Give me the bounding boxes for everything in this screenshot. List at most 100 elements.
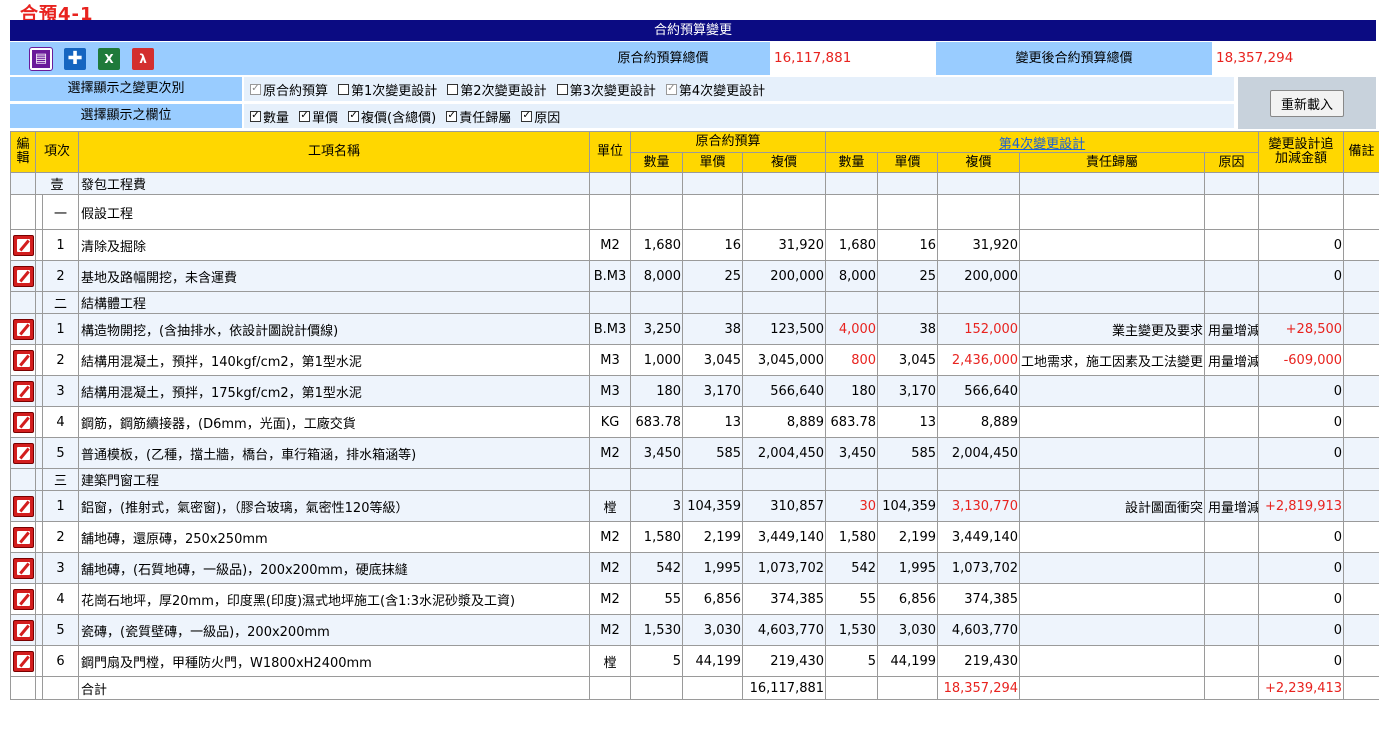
table-row: 2 基地及路幅開挖，未含運費 B.M3 8,000 25 200,000 8,000 25 20…: [10, 260, 1379, 292]
change-price: 2,199: [877, 521, 939, 553]
edit-icon[interactable]: [12, 442, 34, 464]
original-amount: 3,045,000: [742, 344, 827, 376]
responsibility: [1019, 645, 1206, 677]
change-price: 1,995: [877, 552, 939, 584]
item-unit: M2: [589, 552, 632, 584]
change-price: 3,170: [877, 375, 939, 407]
item-name: 鋼門扇及門樘，甲種防火門，W1800xH2400mm: [78, 645, 591, 677]
change-amount: 566,640: [937, 375, 1021, 407]
change-price: 16: [877, 229, 939, 261]
reason: [1204, 260, 1260, 292]
edit-icon[interactable]: [12, 318, 34, 340]
edit-icon[interactable]: [12, 411, 34, 433]
original-qty: 1,680: [630, 229, 684, 261]
item-no: 5: [41, 437, 80, 469]
item-unit: M3: [589, 344, 632, 376]
changed-total-value: 18,357,294: [1212, 42, 1376, 75]
item-unit: M2: [589, 521, 632, 553]
change-qty: 4,000: [825, 313, 879, 345]
versions-row: ✓ 原合約預算 第1次變更設計 第2次變更設計 第3次變更設計 ✓ 第4次變更設計: [244, 77, 1234, 101]
original-amount: 8,889: [742, 406, 827, 438]
item-name: 花崗石地坪，厚20mm，印度黑(印度)濕式地坪施工(含1:3水泥砂漿及工資): [78, 583, 591, 615]
change-amount: 4,603,770: [937, 614, 1021, 646]
reason: [1204, 437, 1260, 469]
reason: [1204, 614, 1260, 646]
column-label: 責任歸屬: [459, 110, 512, 126]
item-no: 2: [41, 260, 80, 292]
change-qty: 3,450: [825, 437, 879, 469]
add-icon[interactable]: ✚: [64, 47, 86, 70]
change-price: 13: [877, 406, 939, 438]
edit-icon[interactable]: [12, 495, 34, 517]
change-qty: 1,680: [825, 229, 879, 261]
original-amount: 123,500: [742, 313, 827, 345]
report-icon[interactable]: ▤: [29, 46, 53, 71]
responsibility: [1019, 521, 1206, 553]
header-change-group-link[interactable]: 第4次變更設計: [825, 131, 1260, 153]
header-name: 工項名稱: [78, 131, 591, 173]
edit-cell: [10, 291, 36, 314]
edit-icon[interactable]: [12, 234, 34, 256]
version-checkbox-3[interactable]: 第3次變更設計: [556, 80, 656, 99]
responsibility: 業主變更及要求: [1019, 313, 1206, 345]
table-row: 3 結構用混凝土，預拌，175kgf/cm2，第1型水泥 M3 180 3,170 566…: [10, 375, 1379, 407]
column-checkbox-amount[interactable]: ✓ 複價(含總價): [348, 107, 436, 126]
original-price: 25: [682, 260, 744, 292]
change-price: 6,856: [877, 583, 939, 615]
edit-cell: [10, 490, 36, 522]
item-name: 結構用混凝土，預拌，140kgf/cm2，第1型水泥: [78, 344, 591, 376]
edit-icon[interactable]: [12, 619, 34, 641]
item-name: 鋼筋，鋼筋續接器，(D6mm，光面)，工廠交貨: [78, 406, 591, 438]
original-price: 2,199: [682, 521, 744, 553]
version-checkbox-1[interactable]: 第1次變更設計: [338, 80, 437, 99]
original-price: 13: [682, 406, 744, 438]
change-amount: 31,920: [937, 229, 1021, 261]
diff-amount: -609,000: [1258, 344, 1345, 376]
edit-cell: [10, 229, 36, 261]
edit-icon[interactable]: [12, 557, 34, 579]
edit-icon[interactable]: [12, 380, 34, 402]
total-changed-amount: 18,357,294: [937, 676, 1021, 700]
reload-button[interactable]: 重新載入: [1269, 89, 1344, 117]
edit-icon[interactable]: [12, 650, 34, 672]
change-price: 3,045: [877, 344, 939, 376]
column-checkbox-responsibility[interactable]: ✓ 責任歸屬: [446, 107, 511, 126]
edit-cell: [10, 614, 36, 646]
original-qty: 8,000: [630, 260, 684, 292]
column-checkbox-qty[interactable]: ✓ 數量: [250, 107, 289, 126]
diff-amount: 0: [1258, 614, 1345, 646]
version-checkbox-4[interactable]: ✓ 第4次變更設計: [665, 80, 765, 99]
change-amount: 3,130,770: [937, 490, 1021, 522]
original-total-value: 16,117,881: [770, 42, 936, 75]
edit-icon[interactable]: [12, 349, 34, 371]
item-unit: M3: [589, 375, 632, 407]
pdf-icon[interactable]: λ: [132, 47, 154, 70]
original-total-label: 原合約預算總價: [556, 42, 770, 75]
reason: [1204, 645, 1260, 677]
item-no: 2: [41, 344, 80, 376]
toolbar-icons: ▤ ✚ X λ: [10, 42, 556, 75]
column-checkbox-reason[interactable]: ✓ 原因: [521, 107, 560, 126]
edit-cell: [10, 313, 36, 345]
category-no: 壹: [34, 172, 80, 195]
edit-icon[interactable]: [12, 588, 34, 610]
subcategory-row: 三建築門窗工程: [10, 468, 1379, 491]
responsibility: [1019, 406, 1206, 438]
change-amount: 374,385: [937, 583, 1021, 615]
original-amount: 1,073,702: [742, 552, 827, 584]
item-unit: KG: [589, 406, 632, 438]
column-checkbox-price[interactable]: ✓ 單價: [299, 107, 338, 126]
change-price: 25: [877, 260, 939, 292]
diff-amount: 0: [1258, 552, 1345, 584]
version-checkbox-original[interactable]: ✓ 原合約預算: [250, 80, 328, 99]
original-price: 38: [682, 313, 744, 345]
total-original-amount: 16,117,881: [742, 676, 827, 700]
original-amount: 374,385: [742, 583, 827, 615]
excel-icon[interactable]: X: [98, 47, 120, 70]
edit-icon[interactable]: [12, 265, 34, 287]
version-checkbox-2[interactable]: 第2次變更設計: [447, 80, 547, 99]
remark-cell: [1343, 552, 1379, 584]
edit-icon[interactable]: [12, 526, 34, 548]
subcategory-row: 一假設工程: [10, 194, 1379, 230]
edit-cell: [10, 552, 36, 584]
